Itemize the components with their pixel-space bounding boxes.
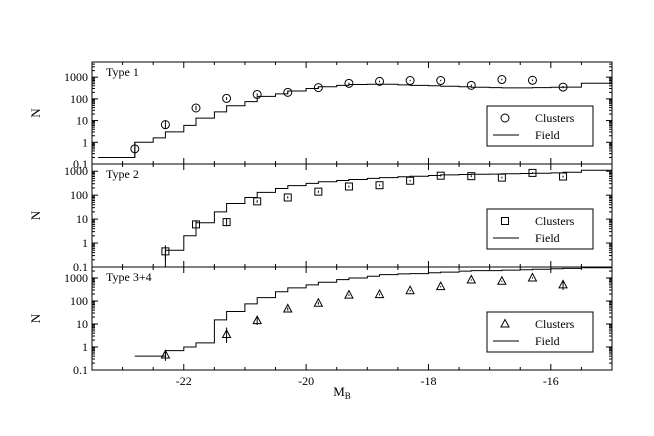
cluster-point: [436, 76, 446, 86]
y-tick-label: 1000: [64, 70, 88, 84]
cluster-point: [466, 274, 477, 284]
cluster-point: [222, 218, 231, 227]
cluster-point: [130, 144, 140, 154]
legend-box: [486, 105, 594, 147]
field-histogram: [134, 267, 612, 357]
cluster-point: [406, 176, 415, 185]
y-tick-label: 1000: [64, 164, 88, 178]
cluster-point: [558, 82, 568, 92]
panel-title: Type 1: [106, 65, 139, 79]
legend-box: [486, 311, 594, 353]
cluster-point: [192, 220, 200, 229]
field-histogram: [153, 169, 612, 268]
cluster-point: [497, 75, 507, 85]
cluster-point: [344, 182, 353, 191]
cluster-point: [527, 272, 538, 282]
cluster-point: [253, 197, 262, 206]
legend-label-field: Field: [535, 334, 560, 348]
cluster-point: [528, 168, 537, 177]
legend-marker-clusters: [501, 217, 509, 225]
y-tick-label: 1: [82, 340, 88, 354]
legend-label-clusters: Clusters: [535, 111, 575, 125]
cluster-point: [559, 172, 568, 181]
cluster-point: [405, 285, 415, 295]
cluster-point: [344, 78, 354, 88]
x-tick-label: -16: [543, 374, 559, 388]
panel-frame: [91, 266, 613, 371]
cluster-point: [314, 187, 323, 196]
x-axis-title: MB: [333, 384, 351, 401]
cluster-point: [527, 75, 537, 85]
cluster-point: [497, 275, 507, 285]
y-tick-label: 1: [82, 135, 88, 149]
y-tick-label: 0.1: [73, 363, 88, 377]
legend: Clusters Field: [486, 105, 594, 147]
cluster-point: [282, 303, 293, 313]
legend-box: [486, 208, 594, 250]
y-axis-title: N: [28, 108, 43, 118]
cluster-point: [283, 193, 292, 202]
cluster-point: [405, 76, 415, 86]
legend-marker-clusters: [500, 318, 510, 328]
panel-1: 0.1 1 10 100 1000 N Type 1 Clusters Field: [28, 61, 613, 171]
cluster-point: [436, 171, 445, 180]
x-tick-label: -22: [176, 374, 192, 388]
field-histogram: [98, 82, 612, 158]
cluster-point: [191, 103, 201, 113]
y-axis-title: N: [28, 210, 43, 220]
y-tick-label: 1: [82, 236, 88, 250]
y-tick-label: 100: [70, 294, 88, 308]
cluster-point: [252, 89, 262, 99]
legend: Clusters Field: [486, 208, 594, 250]
cluster-point: [374, 289, 385, 299]
panel-3: 0.1 1 10 100 1000 -22 -20 -18 -16 N Type 3+4 Cluste…: [28, 266, 613, 388]
cluster-point: [313, 297, 324, 307]
legend: Clusters Field: [486, 311, 594, 353]
y-axis-title: N: [28, 313, 43, 323]
cluster-point: [497, 173, 506, 182]
panel-title: Type 2: [106, 167, 139, 181]
y-tick-label: 10: [76, 212, 88, 226]
cluster-point: [161, 247, 170, 256]
cluster-point: [160, 120, 170, 130]
legend-label-field: Field: [535, 231, 560, 245]
legend-label-field: Field: [535, 128, 560, 142]
cluster-point: [375, 76, 385, 86]
y-tick-label: 10: [76, 317, 88, 331]
cluster-point: [558, 279, 568, 289]
y-tick-label: 0.1: [73, 260, 88, 274]
cluster-point: [313, 83, 323, 93]
cluster-point: [344, 289, 354, 299]
cluster-point: [375, 181, 384, 190]
cluster-point: [221, 328, 232, 338]
x-tick-label: -20: [298, 374, 314, 388]
legend-marker-clusters: [500, 113, 510, 123]
cluster-point: [222, 93, 232, 103]
panel-2: 0.1 1 10 100 1000 N Type 2 Clusters Field: [28, 163, 613, 274]
y-tick-label: 100: [70, 188, 88, 202]
legend-label-clusters: Clusters: [535, 214, 575, 228]
cluster-point: [160, 349, 171, 359]
x-tick-label: -18: [420, 374, 436, 388]
panels-layer: 0.1 1 10 100 1000 N Type 1 Clusters Field 0.1 1 10 1…: [28, 61, 613, 388]
legend-label-clusters: Clusters: [535, 317, 575, 331]
cluster-point: [435, 281, 446, 291]
cluster-point: [252, 315, 263, 325]
cluster-point: [467, 172, 476, 181]
panel-title: Type 3+4: [106, 270, 152, 284]
y-tick-label: 10: [76, 114, 88, 128]
cluster-point: [466, 80, 476, 90]
cluster-point: [283, 87, 293, 97]
y-tick-label: 0.1: [73, 157, 88, 171]
y-tick-label: 100: [70, 92, 88, 106]
y-tick-label: 1000: [64, 271, 88, 285]
